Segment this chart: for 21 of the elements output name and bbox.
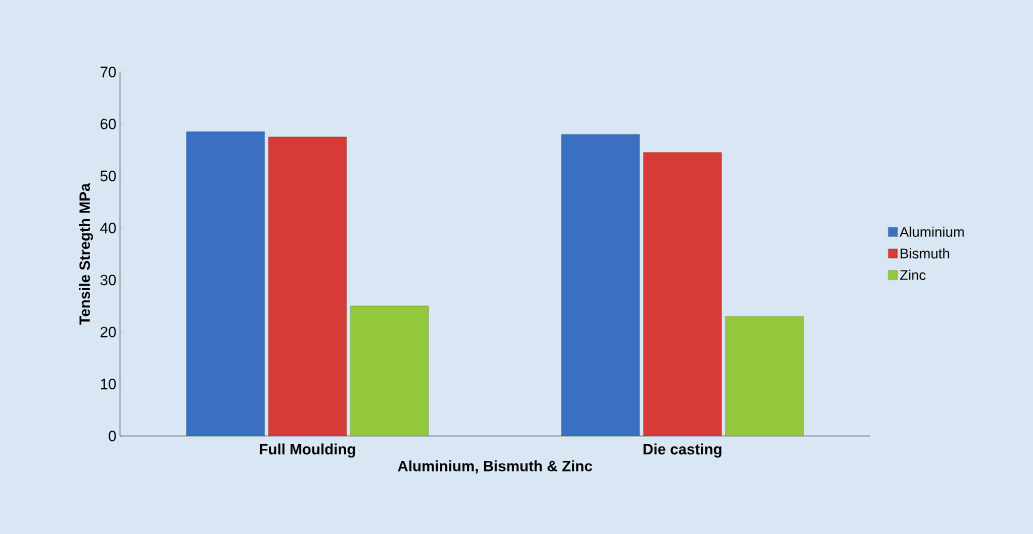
y-tick-label: 10 <box>101 378 116 390</box>
y-tick-label: 70 <box>100 66 116 78</box>
x-tick-label: Full Moulding <box>259 443 356 458</box>
y-tick-label: 60 <box>100 118 116 130</box>
bar <box>268 136 347 436</box>
bar <box>561 134 640 436</box>
y-tick-label: 30 <box>100 274 116 286</box>
y-tick-label: 50 <box>100 170 116 182</box>
legend-label: Bismuth <box>900 248 950 259</box>
y-tick-label: 0 <box>108 430 116 442</box>
bar <box>643 152 722 436</box>
legend-label: Zinc <box>900 269 926 281</box>
bar <box>350 305 429 436</box>
bar <box>725 316 804 436</box>
y-tick-label: 20 <box>100 326 116 338</box>
x-tick-label: Die casting <box>643 443 722 458</box>
y-tick-label: 40 <box>100 222 116 234</box>
bar <box>186 131 265 436</box>
y-axis-title: Tensile Stregth MPa <box>79 183 94 325</box>
x-axis-title: Aluminium, Bismuth & Zinc <box>397 460 593 474</box>
legend-label: Aluminium <box>899 226 964 237</box>
